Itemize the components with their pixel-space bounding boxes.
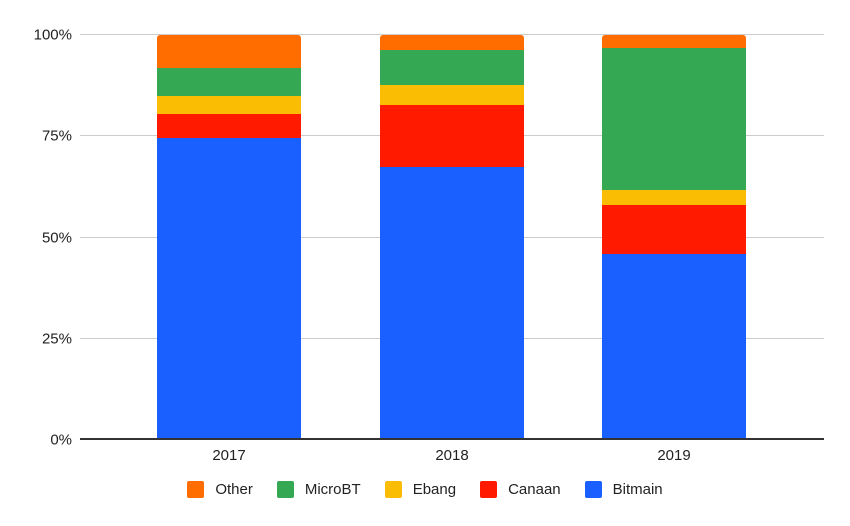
- bar-segment-bitmain[interactable]: [157, 138, 301, 439]
- y-tick-label: 50%: [41, 229, 72, 247]
- y-tick-label: 100%: [33, 26, 72, 44]
- legend-item-microbt[interactable]: MicroBT: [276, 481, 361, 498]
- bar-segment-other[interactable]: [602, 35, 746, 48]
- bar-segment-microbt[interactable]: [380, 49, 524, 86]
- legend-label: MicroBT: [304, 481, 361, 498]
- x-tick-label-2017: 2017: [212, 447, 246, 464]
- bar-segment-other[interactable]: [157, 35, 301, 68]
- legend-item-ebang[interactable]: Ebang: [384, 481, 457, 498]
- bar-2018[interactable]: [380, 35, 524, 439]
- y-tick-label: 0%: [50, 431, 72, 449]
- legend-item-bitmain[interactable]: Bitmain: [584, 481, 663, 498]
- legend-label: Bitmain: [612, 481, 663, 498]
- legend-item-other[interactable]: Other: [187, 481, 253, 498]
- legend-item-canaan[interactable]: Canaan: [480, 481, 561, 498]
- legend-label: Canaan: [508, 481, 561, 498]
- legend-label: Other: [215, 481, 253, 498]
- bar-segment-microbt[interactable]: [157, 67, 301, 96]
- bar-segment-ebang[interactable]: [157, 95, 301, 115]
- bar-2019[interactable]: [602, 35, 746, 439]
- bar-segment-bitmain[interactable]: [602, 253, 746, 439]
- legend-swatch-icon: [187, 481, 205, 498]
- bar-segment-microbt[interactable]: [602, 47, 746, 190]
- legend-swatch-icon: [584, 481, 602, 498]
- gridline-100: [80, 34, 824, 35]
- legend-swatch-icon: [276, 481, 294, 498]
- x-axis-baseline: [80, 438, 824, 440]
- legend-swatch-icon: [384, 481, 402, 498]
- bar-segment-canaan[interactable]: [602, 205, 746, 254]
- bar-2017[interactable]: [157, 35, 301, 439]
- legend-swatch-icon: [480, 481, 498, 498]
- bar-segment-other[interactable]: [380, 35, 524, 50]
- bar-segment-canaan[interactable]: [157, 114, 301, 139]
- bar-segment-ebang[interactable]: [380, 85, 524, 105]
- legend: Other MicroBT Ebang Canaan Bitmain: [0, 481, 850, 498]
- bar-segment-canaan[interactable]: [380, 104, 524, 168]
- x-tick-label-2019: 2019: [657, 447, 691, 464]
- bar-segment-ebang[interactable]: [602, 189, 746, 206]
- y-tick-label: 75%: [41, 127, 72, 145]
- y-tick-label: 25%: [41, 330, 72, 348]
- legend-label: Ebang: [412, 481, 457, 498]
- bar-segment-bitmain[interactable]: [380, 167, 524, 439]
- x-tick-label-2018: 2018: [435, 447, 469, 464]
